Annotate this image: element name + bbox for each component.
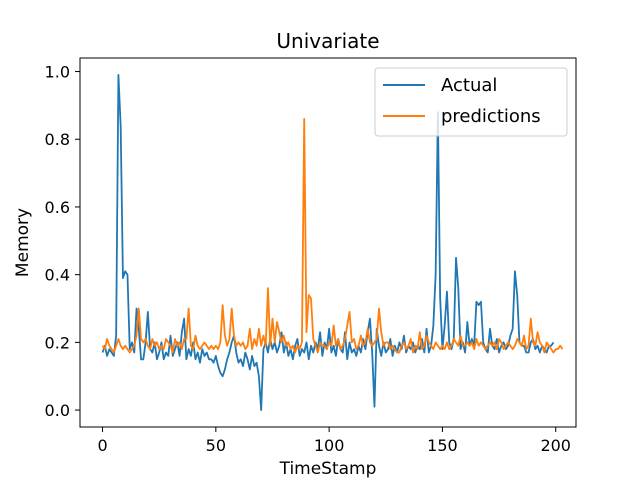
legend-label-actual: Actual (441, 75, 497, 96)
x-axis: 0 50 100 150 200 (97, 427, 571, 455)
y-tick-label: 0.4 (45, 266, 70, 285)
x-tick-label: 50 (206, 436, 226, 455)
x-tick-label: 150 (427, 436, 458, 455)
x-axis-label: TimeStamp (279, 459, 377, 479)
y-tick-label: 0.6 (45, 198, 70, 217)
x-tick-label: 0 (97, 436, 107, 455)
x-tick-label: 100 (314, 436, 345, 455)
y-tick-label: 0.2 (45, 333, 70, 352)
y-tick-label: 0.0 (45, 401, 70, 420)
series-line-predictions (101, 118, 564, 354)
chart-title: Univariate (276, 29, 379, 53)
legend: Actual predictions (374, 67, 568, 137)
x-tick-label: 200 (540, 436, 571, 455)
y-axis: 0.0 0.2 0.4 0.6 0.8 1.0 (45, 63, 80, 420)
y-tick-label: 0.8 (45, 130, 70, 149)
plot-frame (79, 57, 577, 428)
series-layer (101, 74, 564, 411)
legend-label-predictions: predictions (441, 106, 541, 127)
y-tick-label: 1.0 (45, 63, 70, 82)
y-axis-label: Memory (13, 208, 33, 277)
